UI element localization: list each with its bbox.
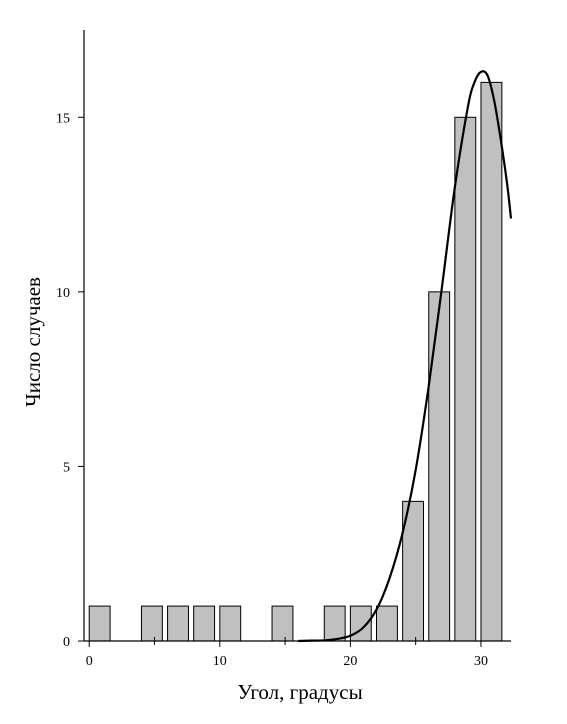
bars-layer xyxy=(88,81,503,642)
bar-9 xyxy=(376,605,398,642)
bar-7 xyxy=(323,605,346,642)
bar-5 xyxy=(219,605,242,642)
axes-layer: 0 10 20 30 0 5 10 15 xyxy=(56,30,511,669)
fit-curve-layer xyxy=(298,70,513,643)
bar-1 xyxy=(88,605,111,642)
x-axis-title: Угол, градусы xyxy=(237,680,362,704)
x-tick-label: 0 xyxy=(86,654,93,669)
y-tick-label: 0 xyxy=(63,635,70,650)
y-tick-label: 5 xyxy=(63,460,70,475)
bar-6 xyxy=(271,605,294,642)
y-axis-title: Число случаев xyxy=(21,277,45,407)
x-tick-label: 20 xyxy=(343,654,357,669)
bar-3 xyxy=(167,605,189,642)
bar-12 xyxy=(454,116,477,642)
bar-11 xyxy=(428,291,451,642)
y-tick-label: 15 xyxy=(56,111,70,126)
y-tick-label: 10 xyxy=(56,286,70,301)
x-tick-label: 30 xyxy=(474,654,488,669)
bar-2 xyxy=(140,605,163,642)
bar-4 xyxy=(193,605,216,642)
x-tick-label: 10 xyxy=(213,654,227,669)
fit-curve xyxy=(298,70,513,643)
bar-13 xyxy=(480,81,503,642)
